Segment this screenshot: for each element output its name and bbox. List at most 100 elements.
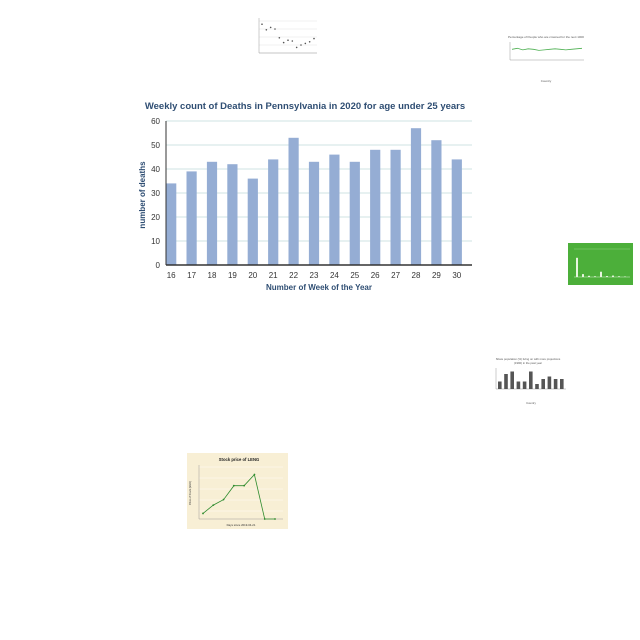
green-bar — [588, 275, 590, 277]
x-tick-label: 26 — [371, 271, 380, 280]
green-bar — [594, 276, 596, 277]
x-tick-label: 16 — [167, 271, 176, 280]
bar — [206, 161, 218, 265]
stock-point — [243, 484, 246, 487]
line-series — [511, 47, 583, 51]
y-tick-label: 40 — [151, 165, 160, 174]
gray-bar — [498, 381, 502, 389]
y-tick-label: 60 — [151, 117, 160, 126]
stock-point — [202, 512, 204, 515]
thumbnail-line-xlabel: Country — [541, 79, 552, 83]
bar — [349, 161, 360, 265]
stock-point — [263, 518, 266, 520]
bar — [166, 183, 177, 265]
x-tick-label: 17 — [187, 271, 196, 280]
thumbnail-green-bar-chart — [568, 243, 633, 285]
x-tick-label: 24 — [330, 271, 339, 280]
bar — [247, 178, 258, 265]
gray-bar — [535, 384, 539, 389]
x-tick-label: 30 — [452, 271, 461, 280]
gray-bar — [541, 379, 545, 389]
x-tick-labels: 16 17 18 19 20 21 22 23 24 25 26 27 28 29 30 — [167, 271, 462, 280]
thumbnail-line-title: Percentage of People who are crowned for… — [508, 35, 584, 39]
scatter-point — [278, 37, 281, 39]
scatter-point — [308, 41, 311, 43]
bar — [186, 171, 197, 265]
bar — [329, 154, 340, 265]
thumbnail-stock-title: Stock price of LENG — [219, 457, 260, 462]
gray-bar — [504, 374, 508, 389]
thumbnail-gray-title: Share population (%) living on with more… — [496, 357, 561, 361]
x-tick-label: 27 — [391, 271, 400, 280]
thumbnail-scatter-chart — [247, 13, 319, 59]
thumbnail-gray-subtitle: (1990) in the past year — [514, 361, 542, 365]
thumbnail-line-chart: Percentage of People who are crowned for… — [500, 32, 586, 84]
bar — [288, 137, 299, 265]
green-bar — [612, 275, 614, 277]
stock-line-series — [202, 473, 275, 520]
thumbnail-stock-ylabel: Price of Stock (EUR) — [188, 481, 192, 505]
scatter-point — [295, 46, 298, 49]
gray-bar — [553, 379, 558, 389]
thumbnail-stock-chart: Stock price of LENG Days since 2019-04-2… — [187, 453, 288, 529]
y-tick-label: 50 — [151, 141, 160, 150]
gray-bar — [516, 381, 521, 389]
green-bar — [606, 276, 608, 277]
green-bar — [576, 257, 578, 277]
y-axis-label: number of deaths — [138, 161, 147, 229]
bar — [227, 164, 238, 265]
green-bar — [600, 271, 602, 277]
bar — [451, 159, 462, 265]
stock-points — [202, 473, 276, 520]
y-tick-labels: 0 10 20 30 40 50 60 — [151, 117, 160, 270]
y-tick-label: 10 — [151, 237, 160, 246]
bar — [268, 159, 279, 265]
thumbnail-stock-xlabel: Days since 2019-04-21 — [227, 523, 256, 527]
green-bar — [618, 276, 620, 277]
y-tick-label: 20 — [151, 213, 160, 222]
x-tick-label: 28 — [412, 271, 421, 280]
scatter-point — [291, 40, 294, 42]
x-tick-label: 25 — [350, 271, 359, 280]
gray-bar — [510, 371, 514, 389]
scatter-point — [287, 39, 289, 41]
green-bars — [576, 257, 626, 277]
bar — [390, 149, 401, 265]
stock-point — [222, 498, 225, 501]
bar — [431, 140, 442, 265]
scatter-point — [304, 42, 307, 45]
gray-bar — [529, 371, 533, 389]
x-tick-label: 23 — [310, 271, 319, 280]
green-bar — [582, 274, 584, 277]
stock-point — [232, 484, 235, 487]
scatter-point — [265, 29, 268, 31]
stock-point — [212, 504, 215, 507]
gray-bars — [498, 371, 564, 389]
stock-point — [253, 473, 256, 476]
x-tick-label: 19 — [228, 271, 237, 280]
bar — [308, 161, 320, 265]
scatter-point — [313, 37, 315, 40]
x-axis-label: Number of Week of the Year — [266, 283, 372, 292]
scatter-points — [261, 23, 315, 49]
chart-title: Weekly count of Deaths in Pennsylvania i… — [145, 101, 465, 112]
y-tick-label: 0 — [156, 261, 161, 270]
scatter-point — [282, 41, 285, 44]
bar — [370, 149, 381, 265]
thumbnail-gray-bar-chart: Share population (%) living on with more… — [488, 356, 568, 406]
gray-bar — [522, 381, 527, 389]
x-tick-label: 22 — [289, 271, 298, 280]
x-tick-label: 21 — [269, 271, 278, 280]
x-tick-label: 29 — [432, 271, 441, 280]
gray-bar — [547, 376, 552, 389]
stock-point — [274, 518, 276, 520]
gray-bar — [560, 379, 564, 389]
y-tick-label: 30 — [151, 189, 160, 198]
bars — [166, 128, 462, 265]
scatter-point — [261, 23, 263, 25]
x-tick-label: 18 — [208, 271, 217, 280]
thumbnail-gray-xlabel: Country — [526, 401, 536, 405]
x-tick-label: 20 — [248, 271, 257, 280]
scatter-point — [274, 28, 276, 30]
